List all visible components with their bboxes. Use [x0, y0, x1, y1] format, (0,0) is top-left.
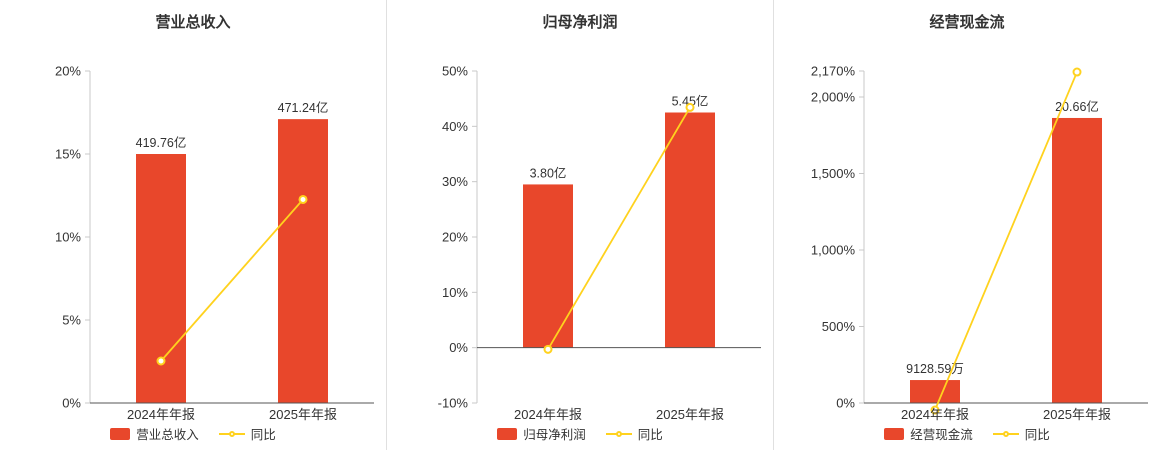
y-tick-label: 0%	[449, 340, 468, 355]
bar-swatch-icon	[884, 427, 905, 440]
bar-prev-period	[910, 380, 960, 403]
chart-panel-net-profit: 归母净利润 -10% 0% 10% 20% 30% 40% 50% 3.80亿 5.45亿 202…	[386, 0, 773, 450]
legend-item-line[interactable]: 同比	[605, 424, 663, 443]
yoy-marker	[298, 194, 308, 204]
y-tick-label: 0%	[836, 396, 855, 411]
y-tick-label: 20%	[442, 230, 468, 245]
bar-curr-period	[278, 119, 328, 403]
y-tick-label: 500%	[822, 319, 856, 334]
x-category-label: 2025年年报	[656, 407, 724, 422]
line-marker-icon	[615, 430, 622, 437]
legend-item-line[interactable]: 同比	[992, 424, 1050, 443]
y-tick-label: 30%	[442, 174, 468, 189]
y-tick-label: 10%	[55, 230, 81, 245]
bar-value-label: 5.45亿	[672, 94, 709, 109]
chart-title: 经营现金流	[929, 14, 1005, 31]
line-swatch-icon	[992, 430, 1019, 437]
yoy-line	[160, 198, 304, 362]
legend-item-bar[interactable]: 归母净利润	[497, 424, 586, 443]
y-tick-label: 1,000%	[811, 243, 856, 258]
line-swatch-icon	[605, 430, 632, 437]
yoy-marker	[1072, 67, 1082, 77]
y-tick-label: 0%	[62, 396, 81, 411]
net-profit-chart-canvas: -10% 0% 10% 20% 30% 40% 50% 3.80亿 5.45亿 2024年年报 20…	[438, 64, 761, 422]
y-tick-label: -10%	[438, 396, 469, 411]
line-swatch-icon	[218, 430, 245, 437]
y-tick-label: 1,500%	[811, 166, 856, 181]
y-tick-label: 10%	[442, 285, 468, 300]
y-tick-label: 40%	[442, 119, 468, 134]
chart-title: 营业总收入	[155, 14, 231, 31]
bar-value-label: 9128.59万	[906, 362, 964, 376]
bar-prev-period	[136, 154, 186, 403]
bar-prev-period	[523, 184, 573, 348]
yoy-line	[547, 106, 691, 350]
bar-swatch-icon	[110, 427, 131, 440]
line-marker-icon	[1002, 430, 1009, 437]
x-category-label: 2024年年报	[127, 407, 195, 422]
bar-value-label: 20.66亿	[1055, 99, 1099, 114]
chart-legend: 经营现金流 同比	[774, 424, 1160, 443]
x-category-label: 2024年年报	[514, 407, 582, 422]
legend-label: 同比	[1024, 428, 1050, 442]
y-tick-label: 5%	[62, 313, 81, 328]
y-tick-label: 50%	[442, 64, 468, 79]
yoy-marker	[543, 344, 553, 354]
legend-label: 同比	[637, 428, 663, 442]
legend-label: 营业总收入	[136, 428, 199, 442]
x-category-label: 2025年年报	[269, 407, 337, 422]
chart-panel-revenue: 营业总收入 0% 5% 10% 15% 20% 419.76亿 471.24亿 2024年年报…	[0, 0, 386, 450]
chart-title: 归母净利润	[542, 14, 618, 31]
legend-item-bar[interactable]: 营业总收入	[110, 424, 199, 443]
legend-item-bar[interactable]: 经营现金流	[884, 424, 973, 443]
legend-item-line[interactable]: 同比	[218, 424, 276, 443]
cash-flow-chart-canvas: 0% 500% 1,000% 1,500% 2,000% 2,170% 9128.59万 20…	[811, 64, 1148, 422]
chart-legend: 营业总收入 同比	[0, 424, 386, 443]
bar-value-label: 3.80亿	[530, 165, 567, 180]
yoy-marker	[685, 102, 695, 112]
y-tick-label: 2,170%	[811, 64, 856, 79]
y-tick-label: 20%	[55, 64, 81, 79]
bar-curr-period	[1052, 117, 1102, 404]
chart-legend: 归母净利润 同比	[387, 424, 773, 443]
line-marker-icon	[228, 430, 235, 437]
bar-curr-period	[665, 112, 715, 348]
bar-swatch-icon	[497, 427, 518, 440]
chart-panel-cash-flow: 经营现金流 0% 500% 1,000% 1,500% 2,000% 2,170% 9128…	[773, 0, 1160, 450]
y-tick-label: 15%	[55, 147, 81, 162]
yoy-line	[934, 71, 1078, 411]
legend-label: 经营现金流	[910, 428, 973, 442]
legend-label: 同比	[250, 428, 276, 442]
yoy-marker	[156, 356, 166, 366]
y-tick-label: 2,000%	[811, 90, 856, 105]
x-category-label: 2025年年报	[1043, 407, 1111, 422]
x-category-label: 2024年年报	[901, 407, 969, 422]
revenue-chart-canvas: 0% 5% 10% 15% 20% 419.76亿 471.24亿 2024年年报 2025年年…	[55, 64, 374, 422]
bar-value-label: 419.76亿	[136, 135, 187, 150]
bar-value-label: 471.24亿	[278, 100, 329, 115]
yoy-marker	[930, 405, 940, 415]
legend-label: 归母净利润	[523, 428, 586, 442]
